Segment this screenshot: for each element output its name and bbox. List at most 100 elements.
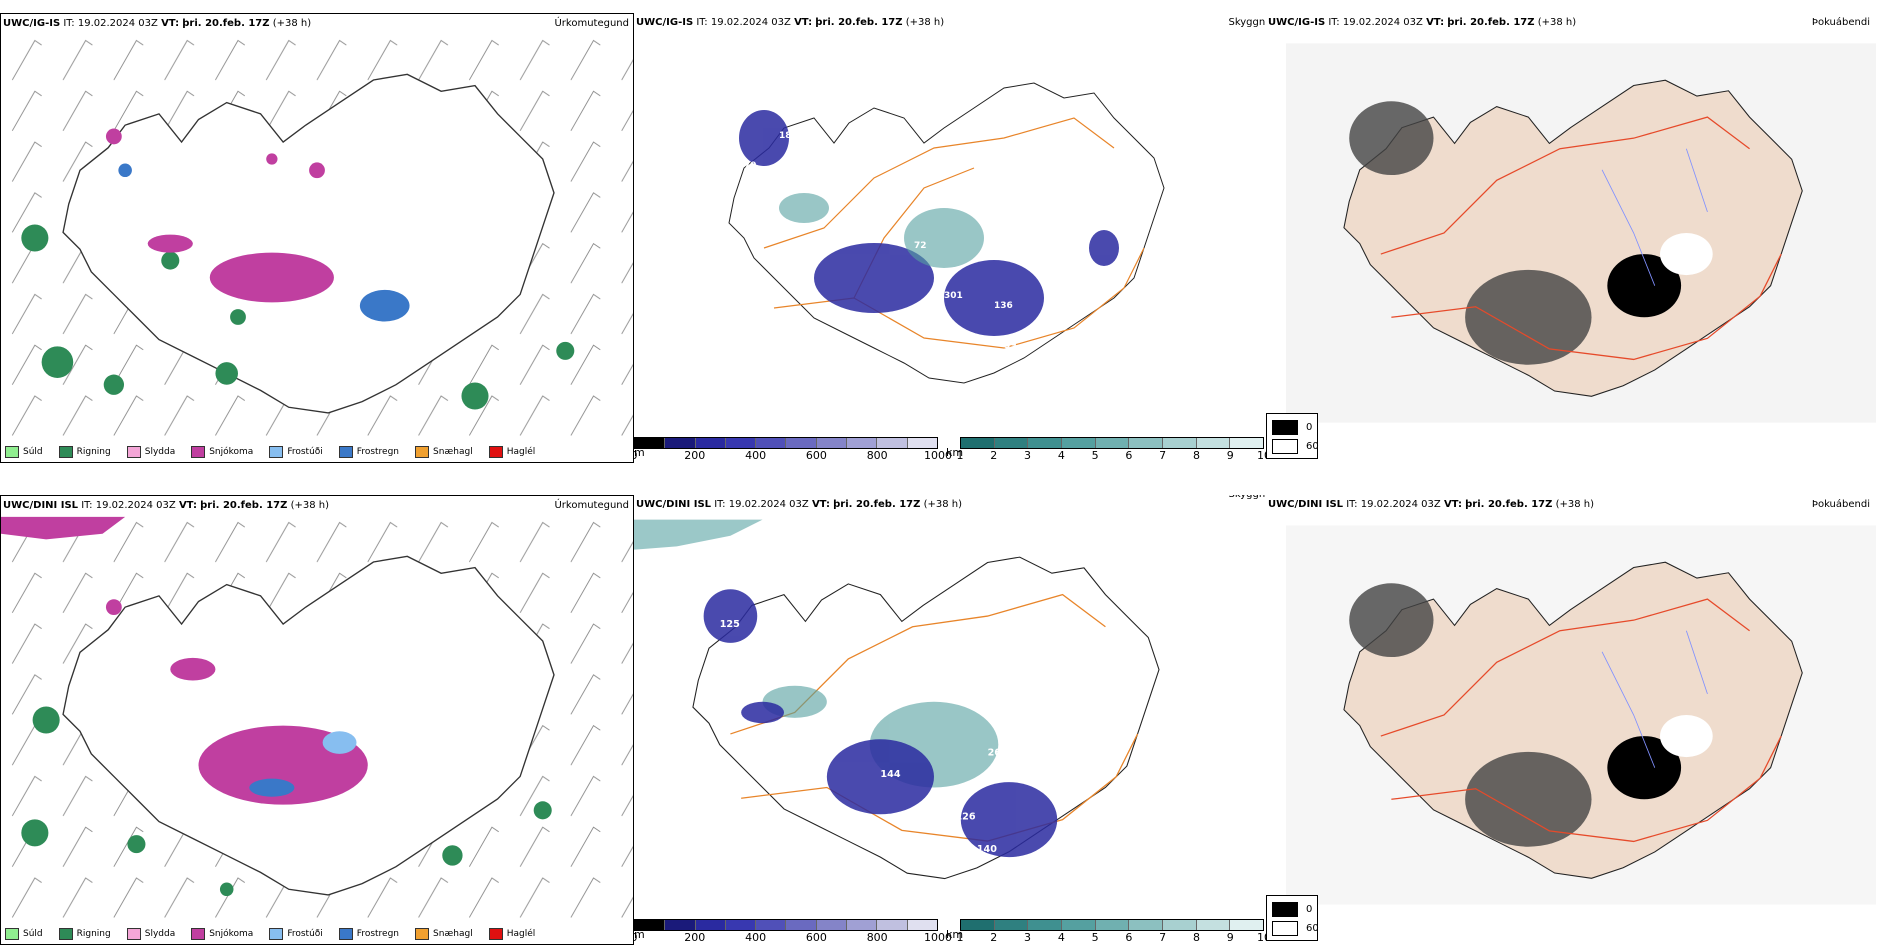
colorbar-tick-label: 2 <box>990 449 998 462</box>
legend-swatch <box>488 928 503 940</box>
colorbar-cell <box>1028 920 1063 930</box>
fog-legend: 0 60 <box>1266 413 1319 459</box>
colorbar-cell <box>1129 438 1164 448</box>
fog-legend-swatch <box>1272 420 1298 435</box>
colorbar-cell <box>816 920 848 930</box>
legend-item: Frostregn <box>338 446 399 458</box>
legend-item: Snæhagl <box>415 446 473 458</box>
legend-swatch <box>58 446 73 458</box>
vis-value-label: 144 <box>880 769 900 780</box>
colorbar-cell <box>786 438 817 448</box>
colorbar-cell <box>635 438 666 448</box>
legend-swatch <box>269 446 284 458</box>
colorbar-cell <box>786 920 817 930</box>
legend-item: Snjókoma <box>191 446 253 458</box>
colorbar-cell <box>907 920 937 930</box>
fog-map <box>1286 525 1876 905</box>
colorbar-cell <box>695 920 726 930</box>
legend-swatch <box>338 928 353 940</box>
legend-swatch <box>488 446 503 458</box>
vis-value-label: 70 <box>769 101 782 111</box>
panel-title: UWC/DINI ISL IT: 19.02.2024 03Z VT: þri.… <box>1268 499 1595 510</box>
colorbar-cell <box>1230 438 1264 448</box>
colorbar-cell <box>1028 438 1063 448</box>
colorbar-cell <box>877 920 908 930</box>
colorbar-tick-label: 8 <box>1192 449 1200 462</box>
legend-swatch <box>5 446 19 458</box>
vis-value-label: 189 <box>779 131 798 141</box>
panel-title: UWC/IG-IS IT: 19.02.2024 03Z VT: þri. 20… <box>3 18 312 29</box>
panel-title: UWC/IG-IS IT: 19.02.2024 03Z VT: þri. 20… <box>636 17 945 28</box>
colorbar-tick-label: 8 <box>1192 931 1200 944</box>
colorbar-tick-label: 1000 <box>924 449 952 462</box>
colorbar-cell <box>961 438 995 448</box>
colorbar-cell <box>907 438 937 448</box>
colorbar-tick-label: 800 <box>866 449 888 462</box>
colorbar-cell <box>725 920 757 930</box>
colorbar-cell <box>1062 438 1096 448</box>
colorbar-cell <box>665 920 696 930</box>
fog-legend-row: 60 <box>1272 921 1319 936</box>
colorbar-tick-label: 0 <box>634 931 638 944</box>
vis-value-label: 72 <box>914 241 927 251</box>
colorbar-unit: km <box>946 446 964 459</box>
precip-legend: Súld Rigning Slydda Snjókoma Frostúði Fr… <box>5 924 545 944</box>
fog-panel-top: UWC/IG-IS IT: 19.02.2024 03Z VT: þri. 20… <box>1266 13 1900 463</box>
colorbar-unit: m <box>634 446 645 459</box>
colorbar-cell <box>847 920 878 930</box>
visibility-km-colorbar: 1 2 3 4 5 6 7 8 9 10 km <box>946 437 1268 462</box>
legend-swatch <box>58 928 73 940</box>
colorbar-cell <box>1095 920 1130 930</box>
visibility-m-colorbar: 0 200 400 600 800 1000 m <box>634 437 952 462</box>
colorbar-cell <box>847 438 878 448</box>
legend-item: Frostúði <box>269 446 323 458</box>
vis-value-label: 79 <box>744 161 757 171</box>
fog-legend-row: 0 <box>1272 902 1312 917</box>
colorbar-cell <box>961 920 995 930</box>
colorbar-cell <box>816 438 848 448</box>
colorbar-tick-label: 7 <box>1159 449 1167 462</box>
precip-map <box>1 516 633 924</box>
colorbar-tick-label: 9 <box>1226 931 1234 944</box>
legend-swatch <box>126 446 141 458</box>
colorbar-unit: m <box>634 928 645 941</box>
precip-type-panel-bottom: UWC/DINI ISL IT: 19.02.2024 03Z VT: þri.… <box>0 495 634 945</box>
colorbar-tick-label: 1000 <box>924 931 952 944</box>
colorbar-tick-label: 800 <box>866 931 888 944</box>
legend-item: Rigning <box>58 446 111 458</box>
colorbar-tick-label: 10 <box>1257 931 1268 944</box>
panel-type-label: Úrkomutegund <box>554 18 629 29</box>
fog-legend-row: 60 <box>1272 439 1319 454</box>
fog-legend-swatch <box>1272 439 1298 454</box>
colorbar-tick-label: 400 <box>745 449 767 462</box>
legend-swatch <box>415 928 430 940</box>
legend-swatch <box>269 928 284 940</box>
colorbar-tick-label: 0 <box>634 449 638 462</box>
fog-map <box>1286 43 1876 423</box>
precip-map <box>1 34 633 442</box>
colorbar-tick-label: 3 <box>1024 449 1032 462</box>
legend-item: Súld <box>5 928 43 940</box>
legend-swatch <box>338 446 353 458</box>
vis-value-label: 126 <box>955 812 975 823</box>
legend-swatch <box>126 928 141 940</box>
colorbar-cell <box>1163 920 1197 930</box>
visibility-panel-bottom: UWC/DINI ISL IT: 19.02.2024 03Z VT: þri.… <box>634 495 1268 945</box>
vis-value-label: 120 <box>752 555 772 566</box>
legend-swatch <box>191 928 206 940</box>
legend-item: Rigning <box>58 928 111 940</box>
colorbar-cell <box>1129 920 1164 930</box>
colorbar-cell <box>725 438 757 448</box>
colorbar-cell <box>877 438 908 448</box>
panel-title: UWC/DINI ISL IT: 19.02.2024 03Z VT: þri.… <box>3 500 330 511</box>
vis-value-label: 136 <box>994 301 1013 311</box>
panel-type-label: Skyggni <box>1228 17 1268 28</box>
colorbar-cell <box>756 920 787 930</box>
legend-item: Slydda <box>126 928 175 940</box>
legend-item: Haglél <box>488 446 535 458</box>
colorbar-cell <box>635 920 666 930</box>
precip-type-panel-top: UWC/IG-IS IT: 19.02.2024 03Z VT: þri. 20… <box>0 13 634 463</box>
colorbar-cell <box>994 438 1029 448</box>
colorbar-tick-label: 200 <box>684 449 706 462</box>
colorbar-tick-label: 600 <box>805 931 827 944</box>
